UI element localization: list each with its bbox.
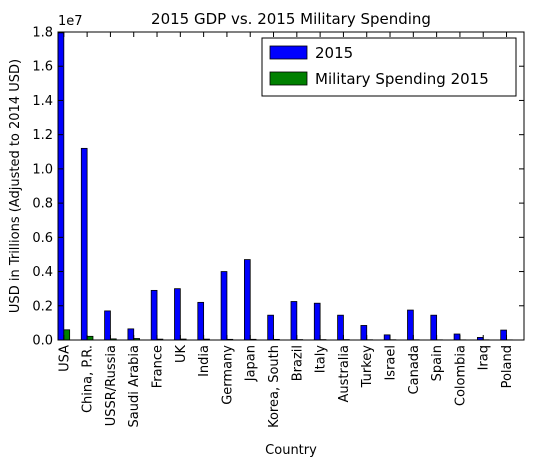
x-tick-label: Korea, South [267,345,282,428]
chart-title: 2015 GDP vs. 2015 Military Spending [151,10,431,28]
x-tick-label: Colombia [453,345,468,406]
legend: 2015 Military Spending 2015 [262,38,516,96]
x-tick-label: Japan [244,345,259,382]
bar-series0-10 [291,302,297,341]
x-tick-label: UK [174,345,189,364]
legend-label-0: 2015 [315,44,353,62]
bar-series0-12 [338,315,344,340]
x-tick-label: Poland [500,345,515,388]
y-tick-label: 1.4 [32,94,53,109]
bar-series0-16 [431,315,437,340]
y-tick-label: 0.8 [32,197,53,212]
bar-series0-0 [58,33,64,340]
y-tick-label: 1.0 [32,162,53,177]
y-tick-label: 0.0 [32,334,53,349]
x-tick-label: China, P.R. [81,345,96,413]
x-tick-label: India [197,345,212,377]
bar-series0-7 [221,272,227,340]
y-axis-offset-label: 1e7 [58,14,83,29]
x-tick-label: USSR/Russia [104,345,119,426]
x-tick-label: Brazil [290,345,305,381]
x-tick-label: Israel [384,345,399,381]
bar-series0-8 [244,260,250,340]
x-tick-label: Canada [407,345,422,394]
x-tick-label: Australia [337,345,352,403]
bar-series0-13 [361,325,367,340]
legend-swatch-0 [270,46,307,59]
y-tick-label: 0.4 [32,265,53,280]
bar-series0-14 [384,335,390,340]
x-tick-label: USA [57,345,72,372]
y-tick-label: 0.6 [32,231,53,246]
x-axis-label: Country [265,443,317,458]
y-axis-label: USD in Trillions (Adjusted to 2014 USD) [8,59,23,313]
bar-series0-15 [408,310,414,340]
bar-series0-3 [128,329,134,340]
bar-series0-1 [81,148,87,340]
x-tick-label: Germany [220,345,235,405]
x-tick-label: Saudi Arabia [127,345,142,428]
bar-series0-4 [151,290,157,340]
bar-series0-2 [105,311,111,340]
x-tick-label: Iraq [477,345,492,370]
y-tick-label: 0.2 [32,299,53,314]
y-tick-label: 1.6 [32,60,53,75]
x-tick-label: Turkey [360,345,375,389]
x-tick-label: Italy [314,345,329,374]
bar-series0-6 [198,302,204,340]
bar-series0-11 [314,303,320,340]
bar-series1-0 [64,330,70,340]
x-tick-label: France [151,345,166,388]
bar-series0-9 [268,315,274,340]
bar-series1-1 [87,336,93,340]
bar-series0-5 [175,289,181,340]
legend-swatch-1 [270,72,307,85]
legend-label-1: Military Spending 2015 [315,70,489,88]
x-tick-label: Spain [430,345,445,381]
y-tick-label: 1.8 [32,26,53,41]
y-tick-label: 1.2 [32,128,53,143]
bar-series0-17 [454,334,460,340]
bar-series0-19 [501,330,507,340]
